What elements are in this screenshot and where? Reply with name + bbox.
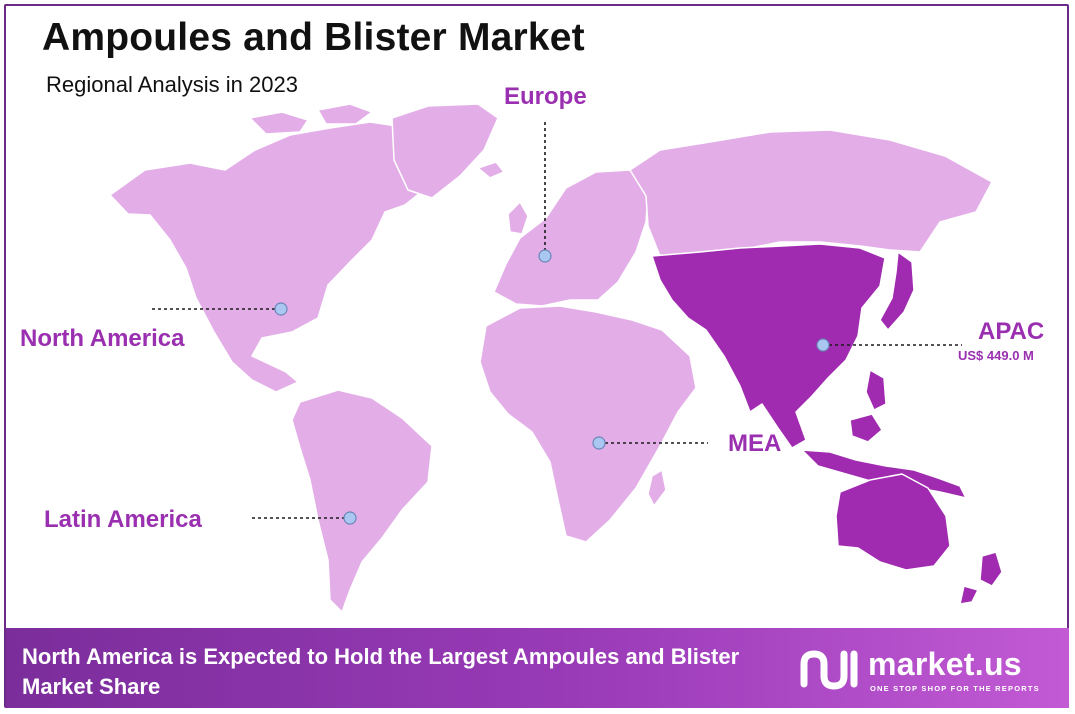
label-latin-america: Latin America [44,506,202,533]
land-south-america [291,389,433,613]
land-new-zealand [959,551,1003,605]
brand-tagline: ONE STOP SHOP FOR THE REPORTS [870,684,1040,693]
land-europe [493,169,649,307]
footer-banner: North America is Expected to Hold the La… [6,628,1069,708]
value-apac: US$ 449.0 M [958,348,1034,363]
land-japan [879,251,915,331]
land-australia [835,473,951,571]
land-indonesia [801,413,967,499]
land-greenland [391,103,499,199]
brand-logo: market.us ONE STOP SHOP FOR THE REPORTS [798,644,1048,696]
marker-europe [538,249,552,263]
land-madagascar [647,469,667,507]
land-arctic-islands [249,103,373,135]
label-north-america: North America [20,325,185,352]
label-mea: MEA [728,430,782,457]
marker-north-america [274,302,288,316]
land-africa-mea [479,305,697,543]
brand-name: market.us [868,646,1022,682]
label-europe: Europe [504,83,587,110]
land-north-america [109,121,441,393]
land-philippines [865,369,887,411]
land-apac-mainland [651,243,886,449]
page-subtitle: Regional Analysis in 2023 [46,72,298,97]
market-us-logo-icon [800,650,858,690]
footer-text: North America is Expected to Hold the La… [22,644,740,699]
marker-latin-america [343,511,357,525]
marker-mea [592,436,606,450]
page-title: Ampoules and Blister Market [42,16,585,59]
land-russia [629,129,993,257]
marker-apac [816,338,830,352]
land-uk [477,161,529,235]
label-apac: APAC [978,318,1045,345]
